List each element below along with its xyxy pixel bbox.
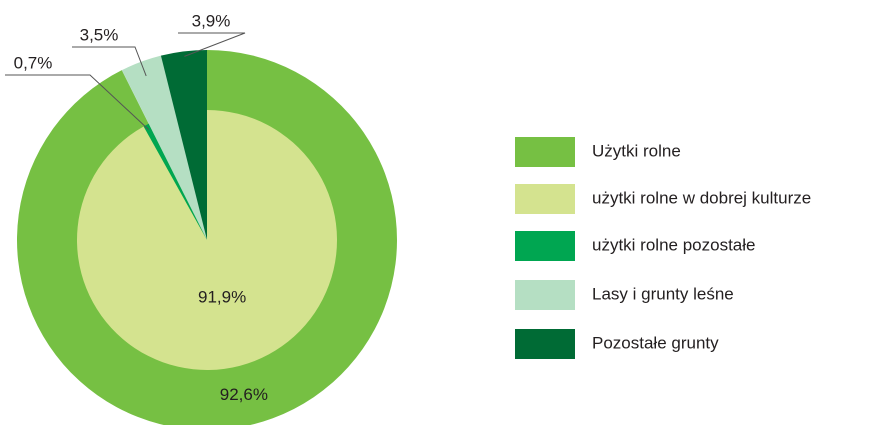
data-label: 92,6% [220,385,268,404]
data-label: 3,9% [192,11,231,30]
legend-swatch [515,329,575,359]
pie-slice [121,55,207,240]
legend-swatch [515,231,575,261]
legend-swatch [515,137,575,167]
pie-slice [160,50,207,240]
leader-line [178,32,246,57]
data-label: 3,5% [80,25,119,44]
legend-label: Lasy i grunty leśne [592,284,734,303]
data-label: 91,9% [198,288,246,307]
legend-swatch [515,184,575,214]
pie-slice [143,123,207,240]
leader-line [72,46,147,77]
legend-label: użytki rolne pozostałe [592,235,755,254]
data-label: 0,7% [14,53,53,72]
legend-label: Użytki rolne [592,141,681,160]
legend-label: Pozostałe grunty [592,333,719,352]
pie-slice [76,110,338,371]
leader-line [5,74,149,130]
legend-label: użytki rolne w dobrej kulturze [592,188,811,207]
legend-swatch [515,280,575,310]
